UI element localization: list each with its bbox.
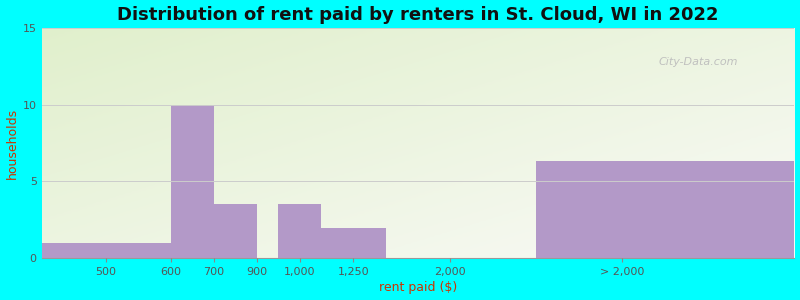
Bar bbox=[214, 205, 257, 258]
Bar bbox=[322, 227, 386, 258]
X-axis label: rent paid ($): rent paid ($) bbox=[379, 281, 457, 294]
Y-axis label: households: households bbox=[6, 107, 18, 178]
Bar bbox=[536, 161, 794, 258]
Bar bbox=[278, 205, 322, 258]
Title: Distribution of rent paid by renters in St. Cloud, WI in 2022: Distribution of rent paid by renters in … bbox=[118, 6, 718, 24]
Bar bbox=[42, 243, 170, 258]
Text: City-Data.com: City-Data.com bbox=[659, 57, 738, 68]
Bar bbox=[170, 105, 214, 258]
